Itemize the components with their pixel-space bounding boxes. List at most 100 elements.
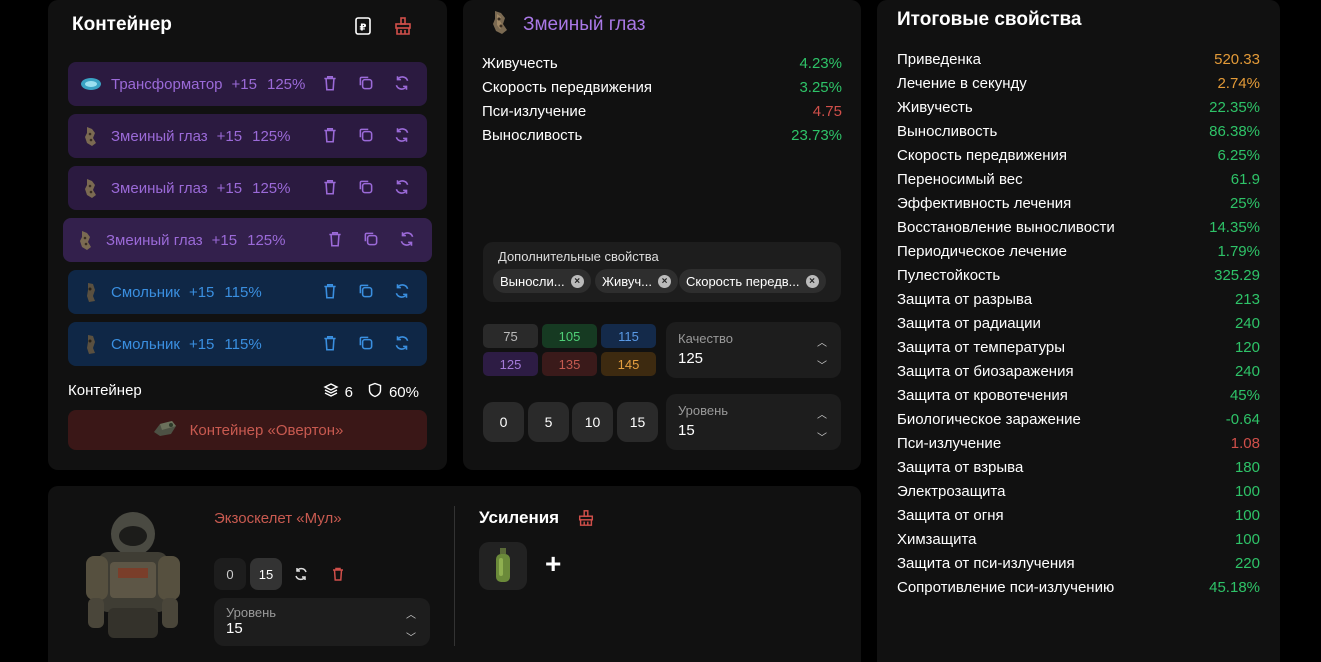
refresh-icon[interactable]: [398, 230, 416, 248]
total-value: 22.35%: [1209, 99, 1260, 116]
armor-level-button[interactable]: 0: [214, 558, 246, 590]
chevron-down-icon[interactable]: ﹀: [406, 633, 416, 644]
chevron-up-icon[interactable]: ︿: [406, 610, 416, 621]
trash-icon[interactable]: [321, 126, 339, 144]
total-row: Приведенка 520.33: [897, 51, 1260, 68]
total-name: Пулестойкость: [897, 267, 1001, 284]
trash-icon[interactable]: [321, 74, 339, 92]
quality-select[interactable]: Качество 125 ︿ ﹀: [666, 322, 841, 378]
stat-name: Живучесть: [482, 55, 558, 72]
quality-grid: 75 105 115 125 135 145: [483, 324, 656, 376]
chevron-down-icon[interactable]: ﹀: [817, 361, 827, 372]
chevron-up-icon[interactable]: ︿: [817, 410, 827, 421]
extra-chip[interactable]: Скорость передв... ×: [679, 269, 826, 293]
remove-chip-icon[interactable]: ×: [570, 274, 584, 288]
trash-icon[interactable]: [321, 282, 339, 300]
level-button[interactable]: 15: [617, 402, 658, 442]
total-row: Выносливость 86.38%: [897, 123, 1260, 140]
copy-icon[interactable]: [362, 230, 380, 248]
stat-value: 4.23%: [799, 55, 842, 72]
layers-icon: [323, 382, 339, 402]
armor-level-button[interactable]: 15: [250, 558, 282, 590]
quality-option[interactable]: 105: [542, 324, 597, 348]
copy-icon[interactable]: [357, 334, 375, 352]
artifact-name: Змеиный глаз: [106, 231, 203, 249]
total-value: 100: [1234, 483, 1260, 500]
level-select[interactable]: Уровень 15 ︿ ﹀: [666, 394, 841, 450]
trash-icon[interactable]: [321, 178, 339, 196]
artifact-stat-row: Скорость передвижения 3.25%: [482, 79, 842, 96]
extra-chip[interactable]: Живуч... ×: [595, 269, 678, 293]
total-value: 61.9: [1230, 171, 1260, 188]
artifact-icon: [80, 73, 102, 95]
container-title: Контейнер: [72, 14, 172, 35]
quality-option[interactable]: 145: [601, 352, 656, 376]
stat-name: Выносливость: [482, 127, 583, 144]
artifact-quality: 115%: [224, 335, 262, 353]
artifact-name: Змеиный глаз: [111, 127, 208, 145]
refresh-icon[interactable]: [393, 178, 411, 196]
total-name: Периодическое лечение: [897, 243, 1067, 260]
clear-broom-icon[interactable]: [393, 16, 413, 36]
copy-icon[interactable]: [357, 126, 375, 144]
total-name: Пси-излучение: [897, 435, 1002, 452]
trash-icon[interactable]: [330, 566, 346, 587]
remove-chip-icon[interactable]: ×: [658, 274, 671, 288]
artifact-level: +15: [188, 283, 215, 301]
armor-level-select[interactable]: Уровень 15 ︿ ﹀: [214, 598, 430, 646]
total-value: 6.25%: [1217, 147, 1260, 164]
trash-icon[interactable]: [321, 334, 339, 352]
total-row: Электрозащита 100: [897, 483, 1260, 500]
total-value: 325.29: [1214, 267, 1260, 284]
level-button[interactable]: 10: [572, 402, 613, 442]
artifact-level: +15: [231, 75, 257, 93]
copy-icon[interactable]: [357, 178, 375, 196]
artifact-row[interactable]: Смольник +15 115%: [68, 270, 427, 314]
boost-slot[interactable]: [479, 542, 527, 590]
quality-option[interactable]: 75: [483, 324, 538, 348]
quality-option[interactable]: 115: [601, 324, 656, 348]
artifact-row[interactable]: Змеиный глаз +15 125%: [68, 114, 427, 158]
refresh-icon[interactable]: [293, 566, 309, 587]
copy-icon[interactable]: [357, 282, 375, 300]
level-button[interactable]: 5: [528, 402, 569, 442]
container-button-label: Контейнер «Овертон»: [189, 421, 344, 439]
quality-option[interactable]: 125: [483, 352, 538, 376]
chevron-up-icon[interactable]: ︿: [817, 338, 827, 349]
extra-chip[interactable]: Выносли... ×: [493, 269, 591, 293]
total-name: Химзащита: [897, 531, 977, 548]
refresh-icon[interactable]: [393, 126, 411, 144]
artifact-detail-panel: Змеиный глаз Живучесть 4.23% Скорость пере…: [463, 0, 861, 470]
total-name: Биологическое заражение: [897, 411, 1081, 428]
level-button[interactable]: 0: [483, 402, 524, 442]
total-value: 45%: [1229, 387, 1260, 404]
artifact-row[interactable]: Смольник +15 115%: [68, 322, 427, 366]
container-item-icon: [152, 418, 178, 442]
total-row: Лечение в секунду 2.74%: [897, 75, 1260, 92]
add-boost-button[interactable]: +: [545, 548, 562, 579]
artifact-row[interactable]: Змеиный глаз +15 125%: [63, 218, 432, 262]
exoskeleton-image: [78, 508, 188, 648]
refresh-icon[interactable]: [393, 74, 411, 92]
artifact-row[interactable]: Трансформатор +15 125%: [68, 62, 427, 106]
artifact-name: Змеиный глаз: [111, 179, 208, 197]
chevron-down-icon[interactable]: ﹀: [817, 433, 827, 444]
document-icon[interactable]: ₽: [353, 16, 373, 36]
artifact-quality: 125%: [252, 179, 291, 197]
artifact-row[interactable]: Змеиный глаз +15 125%: [68, 166, 427, 210]
refresh-icon[interactable]: [393, 334, 411, 352]
refresh-icon[interactable]: [393, 282, 411, 300]
container-slots: 6: [344, 383, 353, 401]
total-row: Защита от взрыва 180: [897, 459, 1260, 476]
total-value: 1.08: [1230, 435, 1260, 452]
artifact-icon: [80, 125, 102, 147]
remove-chip-icon[interactable]: ×: [805, 274, 819, 288]
clear-broom-icon[interactable]: [577, 509, 595, 532]
quality-option[interactable]: 135: [542, 352, 597, 376]
container-select-button[interactable]: Контейнер «Овертон»: [68, 410, 427, 450]
total-name: Восстановление выносливости: [897, 219, 1115, 236]
copy-icon[interactable]: [357, 74, 375, 92]
artifact-stat-row: Пси-излучение 4.75: [482, 103, 842, 120]
armor-name: Экзоскелет «Мул»: [214, 510, 342, 527]
trash-icon[interactable]: [326, 230, 344, 248]
